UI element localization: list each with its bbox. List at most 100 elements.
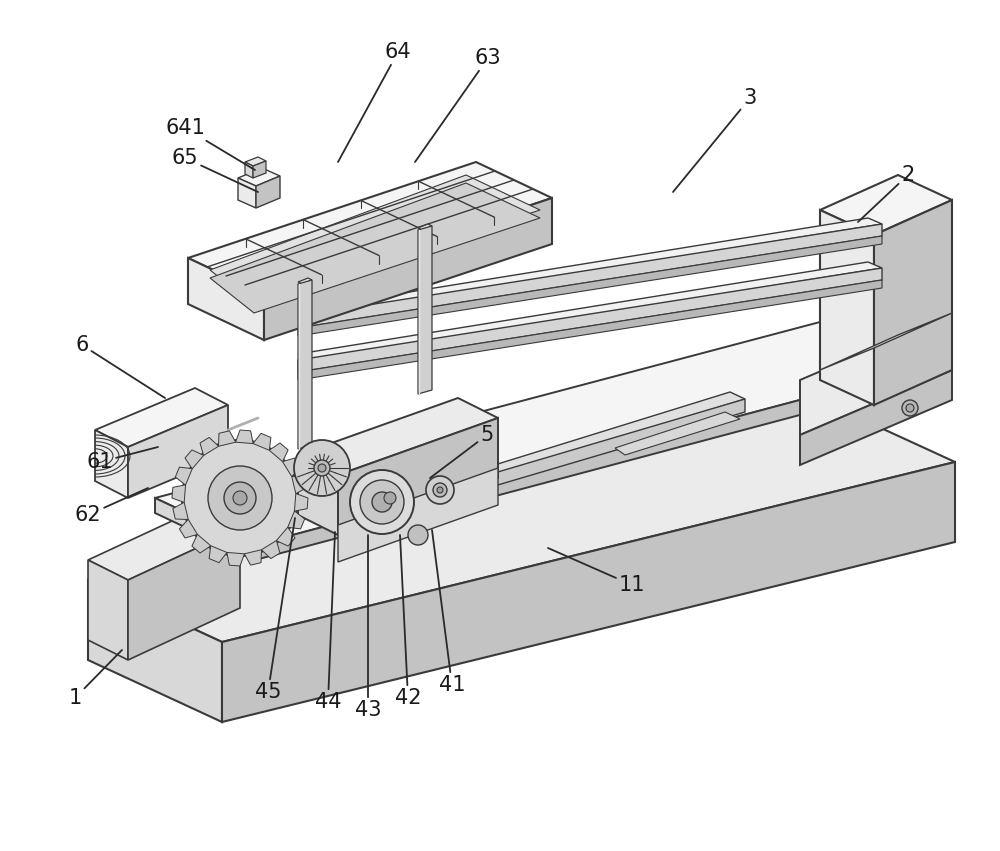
Circle shape — [437, 487, 443, 493]
Polygon shape — [255, 368, 920, 560]
Polygon shape — [155, 322, 920, 545]
Polygon shape — [298, 280, 312, 449]
Polygon shape — [418, 226, 432, 394]
Circle shape — [208, 466, 272, 530]
Polygon shape — [269, 443, 288, 462]
Polygon shape — [188, 258, 264, 340]
Polygon shape — [256, 176, 280, 208]
Polygon shape — [800, 370, 952, 465]
Circle shape — [182, 440, 298, 556]
Polygon shape — [298, 280, 882, 380]
Polygon shape — [173, 502, 188, 519]
Circle shape — [224, 482, 256, 514]
Text: 41: 41 — [432, 530, 465, 695]
Circle shape — [433, 483, 447, 497]
Text: 62: 62 — [75, 488, 148, 525]
Text: 64: 64 — [338, 42, 411, 162]
Circle shape — [233, 491, 247, 505]
Polygon shape — [298, 236, 882, 336]
Circle shape — [384, 492, 396, 504]
Polygon shape — [430, 399, 745, 505]
Polygon shape — [175, 467, 192, 485]
Polygon shape — [245, 162, 253, 178]
Text: 11: 11 — [548, 548, 645, 595]
Polygon shape — [210, 183, 540, 313]
Polygon shape — [218, 431, 236, 446]
Polygon shape — [210, 175, 540, 305]
Text: 43: 43 — [355, 535, 381, 720]
Circle shape — [906, 404, 914, 412]
Polygon shape — [298, 224, 882, 328]
Polygon shape — [244, 550, 262, 565]
Text: 44: 44 — [315, 532, 341, 712]
Polygon shape — [264, 198, 552, 340]
Text: 6: 6 — [75, 335, 165, 398]
Polygon shape — [298, 268, 882, 372]
Polygon shape — [155, 498, 255, 560]
Polygon shape — [261, 540, 280, 558]
Text: 45: 45 — [255, 518, 295, 702]
Polygon shape — [283, 458, 301, 477]
Polygon shape — [88, 400, 955, 642]
Polygon shape — [820, 175, 952, 235]
Polygon shape — [874, 200, 952, 405]
Polygon shape — [800, 315, 952, 435]
Polygon shape — [298, 398, 498, 475]
Circle shape — [408, 525, 428, 545]
Circle shape — [360, 480, 404, 524]
Polygon shape — [298, 455, 338, 535]
Polygon shape — [298, 262, 882, 360]
Polygon shape — [209, 545, 227, 563]
Text: 65: 65 — [172, 148, 258, 192]
Polygon shape — [288, 511, 305, 528]
Polygon shape — [820, 313, 952, 370]
Text: 641: 641 — [165, 118, 255, 170]
Polygon shape — [185, 450, 204, 469]
Text: 3: 3 — [673, 88, 757, 192]
Polygon shape — [430, 392, 745, 492]
Polygon shape — [88, 508, 240, 580]
Text: 1: 1 — [68, 650, 122, 708]
Polygon shape — [227, 552, 244, 566]
Polygon shape — [298, 218, 882, 316]
Polygon shape — [292, 477, 307, 494]
Circle shape — [372, 492, 392, 512]
Polygon shape — [200, 437, 219, 455]
Polygon shape — [820, 210, 874, 405]
Polygon shape — [95, 430, 128, 498]
Polygon shape — [236, 430, 253, 443]
Polygon shape — [88, 560, 128, 660]
Circle shape — [350, 470, 414, 534]
Polygon shape — [238, 168, 280, 186]
Polygon shape — [276, 527, 295, 546]
Polygon shape — [172, 485, 186, 502]
Polygon shape — [128, 528, 240, 660]
Text: 61: 61 — [87, 447, 158, 472]
Polygon shape — [222, 462, 955, 722]
Text: 63: 63 — [415, 48, 501, 162]
Polygon shape — [338, 468, 498, 562]
Text: 2: 2 — [858, 165, 915, 222]
Polygon shape — [192, 534, 211, 553]
Polygon shape — [253, 433, 271, 450]
Polygon shape — [615, 412, 740, 455]
Polygon shape — [188, 162, 552, 294]
Polygon shape — [128, 405, 228, 498]
Polygon shape — [245, 157, 266, 166]
Polygon shape — [298, 278, 312, 284]
Circle shape — [314, 460, 330, 476]
Circle shape — [294, 440, 350, 496]
Circle shape — [902, 400, 918, 416]
Polygon shape — [418, 224, 432, 230]
Polygon shape — [179, 519, 197, 538]
Polygon shape — [238, 178, 256, 208]
Polygon shape — [95, 388, 228, 447]
Polygon shape — [253, 161, 266, 178]
Polygon shape — [338, 418, 498, 535]
Circle shape — [318, 464, 326, 472]
Polygon shape — [294, 494, 308, 511]
Text: 5: 5 — [430, 425, 494, 478]
Circle shape — [426, 476, 454, 504]
Text: 42: 42 — [395, 535, 421, 708]
Polygon shape — [88, 580, 222, 722]
